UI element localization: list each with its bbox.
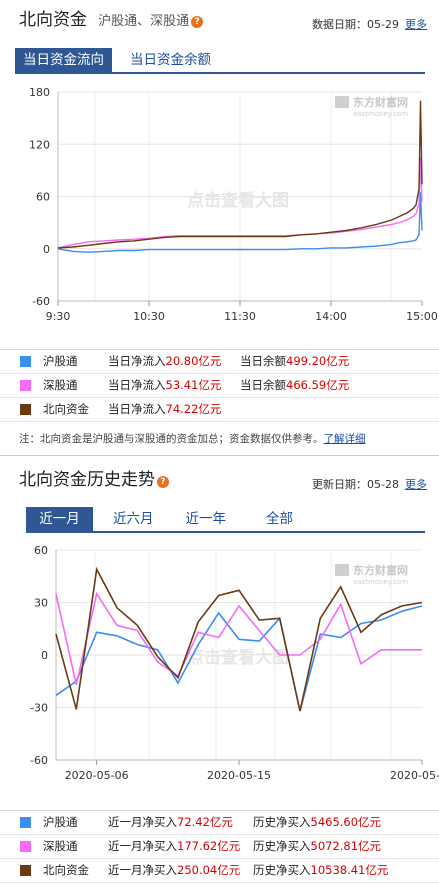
- section-divider: [0, 455, 439, 456]
- legend-value2: 历史净买入5072.81亿元: [253, 839, 382, 853]
- legend-value1: 当日净流入20.80亿元: [108, 354, 222, 368]
- legend-swatch: [20, 817, 31, 828]
- watermark-text: 点击查看大图: [187, 190, 289, 211]
- chart-series: [57, 100, 423, 253]
- series-line: [55, 566, 423, 712]
- y-tick-label: -60: [30, 754, 48, 767]
- legend-row-sz: 深股通 当日净流入53.41亿元 当日余额466.59亿元: [0, 374, 439, 398]
- legend-swatch: [20, 380, 31, 391]
- logo-text: 东方财富网: [353, 563, 408, 577]
- legend-row-north: 北向资金 近一月净买入250.04亿元 历史净买入10538.41亿元: [0, 859, 439, 883]
- x-tick-label: 2020-05-15: [207, 769, 271, 782]
- legend-name: 北向资金: [43, 863, 89, 877]
- legend-name: 沪股通: [43, 815, 78, 829]
- logo-text: 东方财富网: [353, 95, 408, 109]
- watermark-text: 点击查看大图: [187, 647, 289, 668]
- y-tick-label: 30: [34, 597, 48, 610]
- history-trend-chart[interactable]: 点击查看大图 东方财富网 eastmoney.com 60 30 0 -30 -60 20…: [0, 533, 439, 789]
- series-line: [55, 605, 423, 712]
- legend-name: 沪股通: [43, 354, 78, 368]
- legend-swatch: [20, 356, 31, 367]
- legend-row-north: 北向资金 当日净流入74.22亿元: [0, 398, 439, 422]
- x-tick-label: 2020-05-06: [65, 769, 129, 782]
- chart-axes: 180 120 60 0 -60 9:30 10:30 11:30 14:00 15:00: [29, 86, 438, 323]
- learn-more-link[interactable]: 了解详细: [323, 433, 366, 445]
- update-date-label: 更新日期：05-28: [312, 478, 399, 491]
- legend-value1: 当日净流入53.41亿元: [108, 378, 222, 392]
- legend-swatch: [20, 841, 31, 852]
- help-icon[interactable]: ?: [191, 16, 204, 28]
- history-header: 北向资金历史走势?: [19, 466, 169, 494]
- tab-6-months[interactable]: 近六月: [113, 511, 154, 527]
- y-tick-label: 60: [34, 544, 48, 557]
- chart-series: [55, 566, 423, 712]
- series-line: [57, 100, 423, 249]
- legend-value1: 近一月净买入250.04亿元: [108, 863, 241, 877]
- history-legend: 沪股通 近一月净买入72.42亿元 历史净买入5465.60亿元 深股通 近一月…: [0, 810, 439, 883]
- chart-watermark: 点击查看大图 东方财富网 eastmoney.com: [187, 563, 408, 668]
- tab-underline: [15, 72, 425, 74]
- x-tick-label: 14:00: [315, 310, 347, 323]
- date-area: 数据日期：05-29 更多: [312, 13, 427, 32]
- x-tick-label: 11:30: [224, 310, 256, 323]
- tab-underline: [26, 531, 425, 533]
- logo-icon: [335, 564, 349, 576]
- section-title: 北向资金历史走势: [19, 470, 155, 490]
- legend-value1: 近一月净买入72.42亿元: [108, 815, 233, 829]
- tab-1-year[interactable]: 近一年: [185, 511, 227, 527]
- more-link[interactable]: 更多: [405, 18, 427, 31]
- legend-value2: 历史净买入10538.41亿元: [253, 863, 389, 877]
- tab-all[interactable]: 全部: [266, 511, 293, 527]
- legend-value1: 近一月净买入177.62亿元: [108, 839, 241, 853]
- today-legend: 沪股通 当日净流入20.80亿元 当日余额499.20亿元 深股通 当日净流入5…: [0, 349, 439, 422]
- legend-row-sh: 沪股通 当日净流入20.80亿元 当日余额499.20亿元: [0, 350, 439, 374]
- period-tabs: 近一月 近六月 近一年 全部: [26, 507, 301, 531]
- data-date-label: 数据日期：05-29: [312, 18, 399, 31]
- footnote-text: 注：北向资金是沪股通与深股通的资金加总；资金数据仅供参考。: [19, 433, 324, 445]
- chart-watermark: 点击查看大图 东方财富网 eastmoney.com: [187, 95, 408, 211]
- y-tick-label: 120: [29, 138, 50, 151]
- tab-daily-flow[interactable]: 当日资金流向: [15, 48, 112, 72]
- legend-row-sh: 沪股通 近一月净买入72.42亿元 历史净买入5465.60亿元: [0, 811, 439, 835]
- x-tick-label: 2020-05-28: [390, 769, 439, 782]
- legend-row-sz: 深股通 近一月净买入177.62亿元 历史净买入5072.81亿元: [0, 835, 439, 859]
- x-tick-label: 15:00: [406, 310, 438, 323]
- y-tick-label: -30: [30, 702, 48, 715]
- legend-swatch: [20, 865, 31, 876]
- x-tick-label: 10:30: [133, 310, 165, 323]
- x-tick-label: 9:30: [46, 310, 71, 323]
- intraday-flow-chart[interactable]: 点击查看大图 东方财富网 eastmoney.com 180 120 60 0 -60 9…: [0, 74, 439, 342]
- footnote: 注：北向资金是沪股通与深股通的资金加总；资金数据仅供参考。了解详细: [19, 431, 434, 446]
- tab-1-month[interactable]: 近一月: [26, 507, 93, 531]
- help-icon[interactable]: ?: [157, 476, 169, 488]
- legend-value1: 当日净流入74.22亿元: [108, 402, 222, 416]
- section-subtitle[interactable]: 沪股通、深股通: [98, 14, 190, 29]
- logo-subtext: eastmoney.com: [353, 110, 408, 118]
- legend-value2: 当日余额466.59亿元: [240, 378, 350, 392]
- legend-name: 深股通: [43, 378, 78, 392]
- series-line: [55, 591, 422, 685]
- series-line: [57, 192, 423, 253]
- y-tick-label: -60: [32, 295, 50, 308]
- legend-value2: 历史净买入5465.60亿元: [253, 815, 382, 829]
- y-tick-label: 60: [36, 191, 50, 204]
- flow-tabs: 当日资金流向 当日资金余额: [15, 48, 219, 72]
- y-tick-label: 0: [43, 243, 50, 256]
- legend-name: 北向资金: [43, 402, 89, 416]
- y-tick-label: 180: [29, 86, 50, 99]
- more-link[interactable]: 更多: [405, 478, 427, 491]
- series-line: [57, 157, 423, 249]
- date-area: 更新日期：05-28 更多: [312, 473, 427, 492]
- section-title: 北向资金: [19, 10, 87, 30]
- legend-swatch: [20, 404, 31, 415]
- logo-icon: [335, 96, 349, 108]
- legend-name: 深股通: [43, 839, 78, 853]
- legend-value2: 当日余额499.20亿元: [240, 354, 350, 368]
- y-tick-label: 0: [41, 649, 48, 662]
- chart-axes: 60 30 0 -30 -60 2020-05-06 2020-05-15 2020-05-2…: [30, 544, 439, 782]
- north-funds-header: 北向资金 沪股通、深股通?: [19, 6, 204, 34]
- tab-daily-balance[interactable]: 当日资金余额: [130, 52, 211, 68]
- logo-subtext: eastmoney.com: [353, 578, 408, 586]
